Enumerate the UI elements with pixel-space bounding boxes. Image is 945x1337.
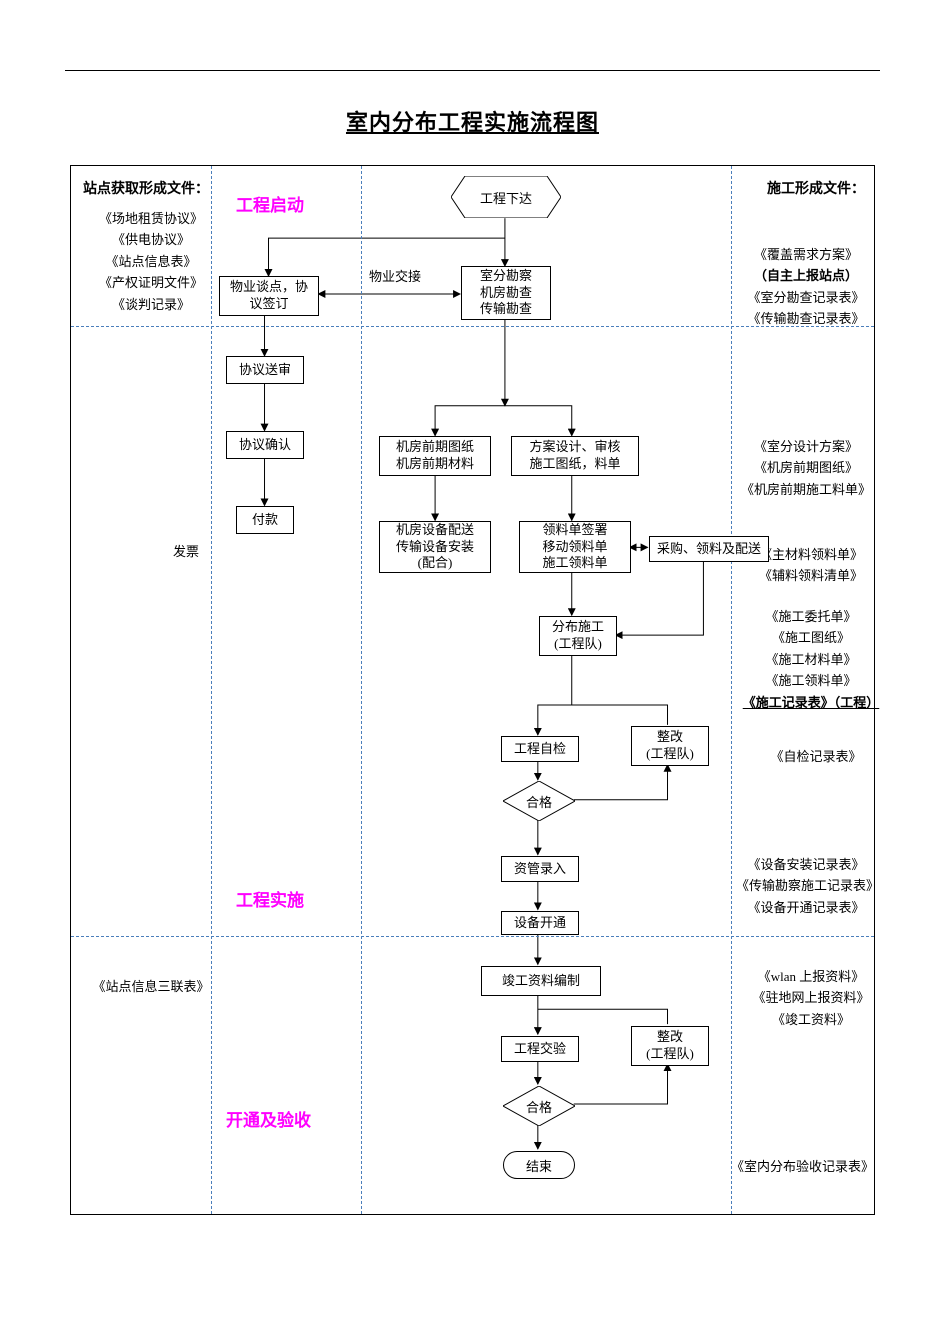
node-n_asset: 资管录入 — [501, 856, 579, 882]
doc-list: 《覆盖需求方案》（自主上报站点）《室分勘查记录表》《传输勘查记录表》 — [736, 244, 876, 330]
node-n_selfchk: 工程自检 — [501, 736, 579, 762]
node-n_room_equip: 机房设备配送传输设备安装(配合) — [379, 521, 491, 573]
left-panel-header: 站点获取形成文件： — [81, 178, 211, 201]
doc-list: 发票 — [116, 541, 256, 562]
edge-label: 物业交接 — [369, 266, 421, 285]
page-top-rule — [65, 70, 880, 71]
flowchart-canvas: 工程启动工程实施开通及验收 站点获取形成文件： 《场地租赁协议》《供电协议》《站点信… — [70, 165, 875, 1215]
doc-list: 《站点信息三联表》 — [81, 976, 221, 997]
node-n_end: 结束 — [503, 1151, 575, 1179]
phase-label: 开通及验收 — [226, 1106, 311, 1131]
doc-list: 《wlan 上报资料》《驻地网上报资料》《竣工资料》 — [741, 966, 881, 1030]
node-n_agree_rev: 协议送审 — [226, 356, 304, 384]
edge — [435, 406, 505, 436]
edge — [574, 1064, 668, 1104]
node-n_fix2: 整改(工程队) — [631, 1026, 709, 1066]
node-n_open: 设备开通 — [501, 911, 579, 935]
lane-divider-horizontal — [71, 936, 874, 937]
node-n_complete: 竣工资料编制 — [481, 966, 601, 996]
node-n_design: 方案设计、审核施工图纸，料单 — [511, 436, 639, 476]
edge — [538, 705, 668, 725]
node-n_start: 工程下达 — [451, 176, 561, 218]
edge — [505, 406, 572, 436]
doc-list: 《施工委托单》《施工图纸》《施工材料单》《施工领料单》《施工记录表》（工程） — [741, 606, 881, 713]
doc-list: 《室内分布验收记录表》 — [731, 1156, 871, 1177]
node-n_constr: 分布施工(工程队) — [539, 616, 617, 656]
doc-list: 《场地租赁协议》《供电协议》《站点信息表》《产权证明文件》《谈判记录》 — [81, 208, 221, 315]
node-n_fix1: 整改(工程队) — [631, 726, 709, 766]
node-n_pass2: 合格 — [503, 1086, 575, 1126]
edge — [574, 765, 668, 800]
phase-label: 工程启动 — [236, 191, 304, 216]
node-n_survey: 室分勘察机房勘查传输勘查 — [461, 266, 551, 320]
doc-list: 《自检记录表》 — [746, 746, 886, 767]
page-title: 室内分布工程实施流程图 — [346, 110, 599, 135]
node-n_receipt: 领料单签署移动领料单施工领料单 — [519, 521, 631, 573]
node-n_pay: 付款 — [236, 506, 294, 534]
lane-divider-vertical — [361, 166, 362, 1214]
node-n_pass1: 合格 — [503, 781, 575, 821]
doc-list: 《设备安装记录表》《传输勘察施工记录表》《设备开通记录表》 — [736, 854, 876, 918]
title-container: 室内分布工程实施流程图 — [0, 105, 945, 137]
node-n_agree_ok: 协议确认 — [226, 431, 304, 459]
node-n_property: 物业谈点，协议签订 — [219, 276, 319, 316]
edge — [538, 1009, 668, 1024]
doc-list: 《室分设计方案》《机房前期图纸》《机房前期施工料单》 — [736, 436, 876, 500]
phase-label: 工程实施 — [236, 886, 304, 911]
node-n_room_pre: 机房前期图纸机房前期材料 — [379, 436, 491, 476]
node-n_deliver: 工程交验 — [501, 1036, 579, 1062]
node-n_purchase: 采购、领料及配送 — [649, 536, 769, 562]
right-panel-header: 施工形成文件： — [751, 178, 881, 201]
edge — [538, 655, 572, 735]
lane-divider-vertical — [731, 166, 732, 1214]
lane-divider-vertical — [211, 166, 212, 1214]
